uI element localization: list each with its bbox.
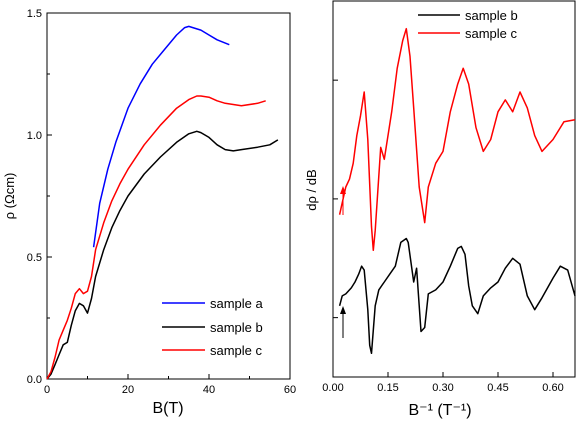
legend-label-sample-c: sample c [210,343,263,358]
legend-label-sample-b: sample b [210,320,263,335]
right-plot-frame [332,0,576,378]
right-series [338,27,576,355]
left-series-line-sample-a [92,25,230,248]
left-series-line-sample-b [46,130,279,380]
right-panel: 0.00 0.15 0.30 0.45 0.60 B⁻¹ (T⁻¹) dρ / dB s… [304,0,576,419]
right-x-tick-label: 0.60 [542,382,563,394]
left-y-tick-label: 1.0 [27,130,42,142]
left-series-line-sample-c [46,95,266,380]
left-x-tick-label: 60 [284,384,296,396]
legend-label-sample-c-right: sample c [465,26,518,41]
left-y-tick-label: 0.5 [27,252,42,264]
left-series [46,25,279,380]
left-panel: 0 20 40 60 0.0 0.5 1.0 1.5 B(T) ρ (Ωcm) sample … [2,8,296,417]
annotation-arrows [340,186,346,338]
right-x-tick-label: 0.30 [432,382,453,394]
left-x-axis-label: B(T) [152,400,183,417]
arrow-head-sample-b [340,306,346,314]
right-series-line-sample-b [338,237,576,355]
right-x-tick-label: 0.45 [487,382,508,394]
left-legend: sample a sample b sample c [162,296,264,358]
right-y-axis-label: dρ / dB [304,169,319,210]
left-x-tick-label: 0 [44,384,50,396]
legend-label-sample-b-right: sample b [465,8,518,23]
right-x-axis-label: B⁻¹ (T⁻¹) [408,402,471,419]
right-legend: sample b sample c [418,8,518,41]
arrow-head-sample-c [340,186,346,194]
legend-label-sample-a: sample a [210,296,264,311]
right-series-line-sample-c [338,27,576,252]
left-x-tick-label: 20 [122,384,134,396]
left-ticks: 0 20 40 60 0.0 0.5 1.0 1.5 [27,8,296,396]
left-y-axis-label: ρ (Ωcm) [2,173,17,220]
left-x-tick-label: 40 [203,384,215,396]
left-y-tick-label: 1.5 [27,8,42,20]
right-ticks: 0.00 0.15 0.30 0.45 0.60 [322,79,564,394]
left-y-tick-label: 0.0 [27,374,42,386]
right-x-tick-label: 0.15 [377,382,398,394]
right-x-tick-label: 0.00 [322,382,343,394]
